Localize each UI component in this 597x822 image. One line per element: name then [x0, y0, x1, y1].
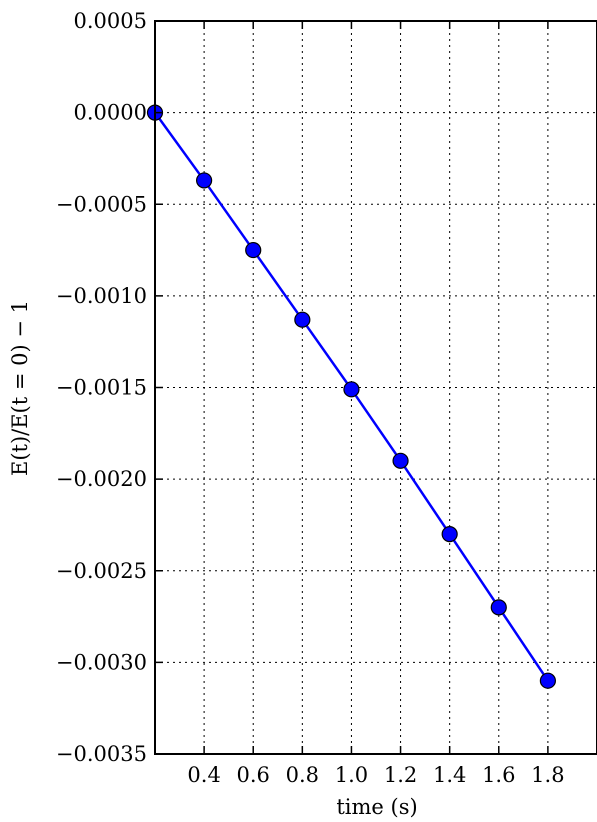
x-axis-tick-labels: 0.4 0.6 0.8 1.0 1.2 1.4 1.6 1.8 [187, 763, 564, 787]
y-axis-tick-labels: 0.0005 0.0000 −0.0005 −0.0010 −0.0015 −0.0020… [56, 9, 147, 766]
x-tick-label: 1.4 [433, 763, 466, 787]
x-tick-label: 1.0 [335, 763, 368, 787]
x-tick-label: 0.6 [237, 763, 270, 787]
y-tick-label: −0.0030 [56, 650, 147, 674]
y-tick-label: 0.0005 [74, 9, 147, 33]
tick-marks [155, 20, 549, 755]
data-point [392, 452, 409, 469]
y-tick-label: −0.0035 [56, 742, 147, 766]
x-tick-label: 0.8 [286, 763, 319, 787]
x-tick-label: 1.6 [482, 763, 515, 787]
grid-lines [155, 21, 597, 754]
x-tick-label: 1.2 [384, 763, 417, 787]
data-point [441, 525, 458, 543]
y-tick-label: −0.0020 [56, 467, 147, 491]
y-tick-label: −0.0015 [56, 376, 147, 400]
y-tick-label: 0.0000 [74, 101, 147, 125]
data-point [294, 311, 311, 328]
data-point [490, 599, 507, 616]
y-tick-label: −0.0010 [56, 284, 147, 308]
x-tick-label: 1.8 [531, 763, 564, 787]
y-tick-label: −0.0005 [56, 192, 147, 216]
data-point [343, 381, 360, 398]
data-point [245, 241, 262, 259]
plot-area [146, 104, 556, 689]
data-point [539, 672, 556, 689]
x-axis-label: time (s) [336, 795, 417, 819]
y-axis-label: E(t)/E(t = 0) − 1 [8, 300, 32, 476]
x-tick-label: 0.4 [187, 763, 220, 787]
y-tick-label: −0.0025 [56, 559, 147, 583]
data-point [196, 172, 213, 189]
